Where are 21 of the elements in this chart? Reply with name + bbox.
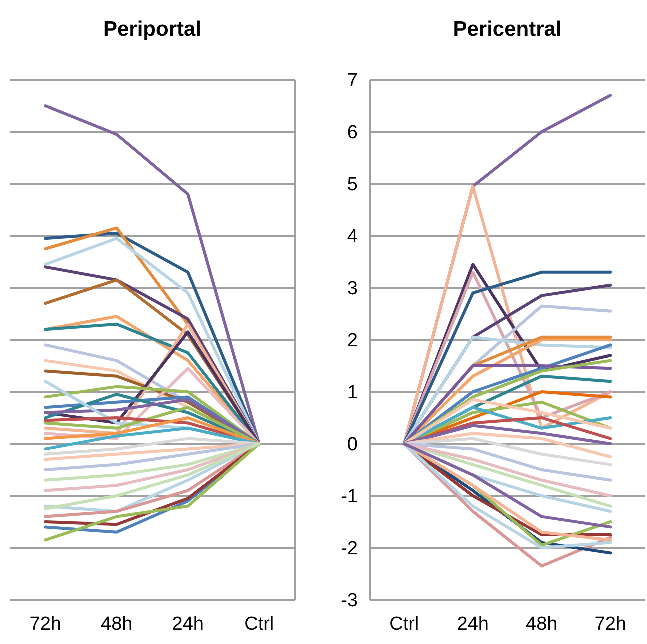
x-tick-label: 48h	[526, 614, 558, 635]
x-tick-label: 72h	[594, 614, 626, 635]
x-tick-label: 48h	[101, 614, 133, 635]
x-tick-label: 24h	[172, 614, 204, 635]
x-tick-label: 72h	[30, 614, 62, 635]
x-tick-label: 24h	[457, 614, 489, 635]
y-tick-label: 4	[347, 226, 358, 248]
y-tick-label: 6	[347, 122, 358, 144]
x-tick-label: Ctrl	[390, 614, 420, 635]
y-tick-label: 2	[347, 330, 358, 352]
chart-title: Periportal	[103, 18, 202, 41]
chart-title: Pericentral	[453, 18, 562, 41]
y-tick-label: -2	[341, 538, 358, 560]
y-tick-label: 0	[347, 434, 358, 456]
y-tick-label: -3	[341, 590, 358, 612]
y-tick-label: 7	[347, 70, 358, 92]
y-tick-label: 5	[347, 174, 358, 196]
y-tick-label: 3	[347, 278, 358, 300]
x-tick-label: Ctrl	[244, 614, 274, 635]
y-tick-label: -1	[341, 486, 358, 508]
y-tick-label: 1	[347, 382, 358, 404]
